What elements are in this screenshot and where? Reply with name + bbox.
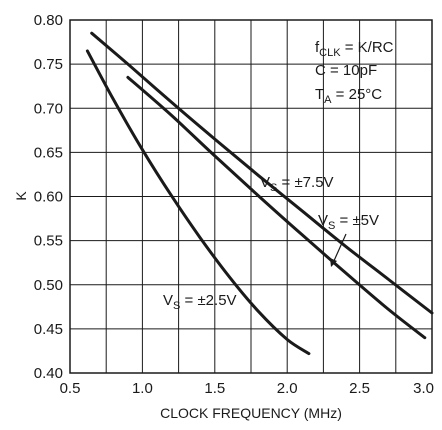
label-vs-2-5v: VS = ±2.5V: [163, 292, 237, 312]
x-tick-label: 3.0: [413, 380, 434, 397]
curve-vs-7-5v: [90, 31, 434, 315]
y-tick-label: 0.80: [34, 12, 63, 29]
x-tick-label: 2.0: [277, 380, 298, 397]
y-tick-label: 0.75: [34, 56, 63, 73]
condition-fclk: fCLK = K/RC: [315, 39, 394, 59]
y-tick-label: 0.50: [34, 277, 63, 294]
plot-frame: [69, 19, 433, 374]
x-axis-label: CLOCK FREQUENCY (MHz): [160, 405, 342, 421]
y-tick-label: 0.55: [34, 233, 63, 250]
curves: [85, 31, 434, 356]
y-tick-label: 0.70: [34, 100, 63, 117]
y-tick-labels: 0.40 0.45 0.50 0.55 0.60 0.65 0.70 0.75 0.80: [34, 12, 63, 382]
condition-temperature: TA = 25°C: [315, 86, 382, 106]
y-tick-label: 0.60: [34, 189, 63, 206]
y-tick-label: 0.45: [34, 321, 63, 338]
y-tick-label: 0.40: [34, 365, 63, 382]
curve-vs-5v: [126, 75, 427, 340]
label-vs-7-5v: VS = ±7.5V: [260, 174, 334, 194]
y-axis-label: K: [13, 191, 29, 201]
grid-lines: [70, 20, 432, 373]
leader-line-vs-5v: [332, 233, 347, 264]
y-tick-label: 0.65: [34, 144, 63, 161]
curve-vs-2-5v: [85, 49, 311, 356]
x-tick-labels: 0.5 1.0 1.5 2.0 2.5 3.0: [60, 380, 434, 397]
x-tick-label: 1.5: [204, 380, 225, 397]
x-tick-label: 2.5: [349, 380, 370, 397]
x-tick-label: 0.5: [60, 380, 81, 397]
x-tick-label: 1.0: [132, 380, 153, 397]
leader-arrowhead-vs-5v: [330, 258, 337, 267]
condition-capacitance: C = 10pF: [315, 62, 377, 79]
label-vs-5v: VS = ±5V: [318, 212, 379, 232]
